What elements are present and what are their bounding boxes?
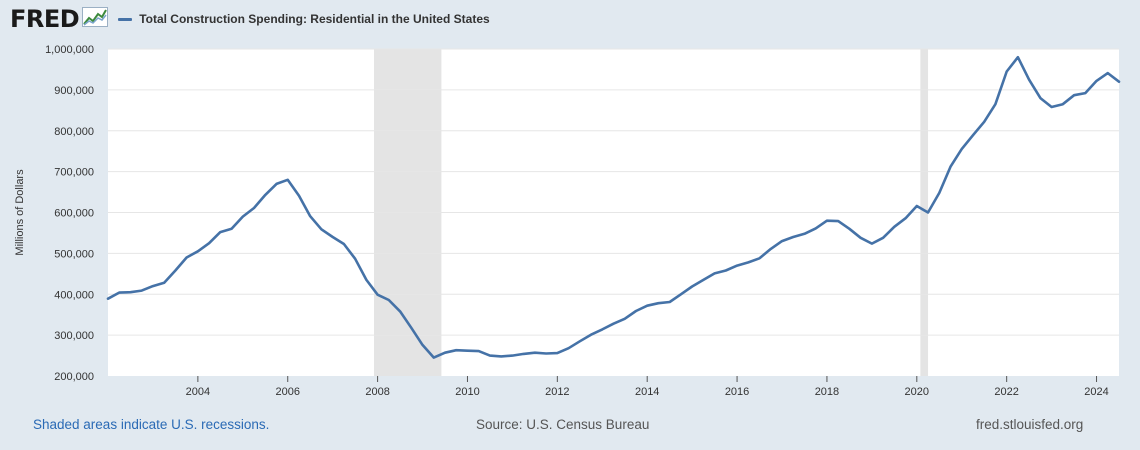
chart-header: FRED Total Construction Spending: Reside…: [10, 6, 490, 32]
fred-graph-icon: [82, 6, 109, 32]
x-tick-label: 2018: [815, 386, 839, 398]
x-tick-label: 2014: [635, 386, 659, 398]
y-tick-label: 500,000: [54, 248, 94, 260]
y-tick-label: 300,000: [54, 330, 94, 342]
y-tick-label: 800,000: [54, 126, 94, 138]
y-tick-label: 900,000: [54, 85, 94, 97]
x-tick-label: 2016: [725, 386, 749, 398]
x-tick-label: 2010: [455, 386, 479, 398]
x-tick-label: 2012: [545, 386, 569, 398]
y-tick-label: 200,000: [54, 371, 94, 383]
y-axis-label: Millions of Dollars: [14, 169, 26, 256]
site-url: fred.stlouisfed.org: [976, 417, 1084, 432]
legend-swatch: [118, 17, 133, 21]
x-tick-label: 2004: [186, 386, 210, 398]
x-tick-label: 2024: [1084, 386, 1108, 398]
x-tick-label: 2022: [994, 386, 1018, 398]
fred-logo[interactable]: FRED: [10, 5, 109, 33]
y-tick-label: 400,000: [54, 289, 94, 301]
y-tick-label: 700,000: [54, 167, 94, 179]
chart-legend[interactable]: Total Construction Spending: Residential…: [118, 12, 490, 26]
recessions-note-link[interactable]: Shaded areas indicate U.S. recessions.: [33, 417, 270, 432]
fred-logo-text: FRED: [10, 5, 80, 33]
series-line-residential-spending[interactable]: [106, 55, 1121, 359]
legend-series-label: Total Construction Spending: Residential…: [139, 12, 490, 26]
x-tick-label: 2008: [365, 386, 389, 398]
source-label: Source: U.S. Census Bureau: [476, 417, 650, 432]
x-tick-label: 2020: [905, 386, 929, 398]
y-tick-label: 1,000,000: [45, 44, 94, 56]
x-tick-label: 2006: [275, 386, 299, 398]
y-tick-label: 600,000: [54, 208, 94, 220]
